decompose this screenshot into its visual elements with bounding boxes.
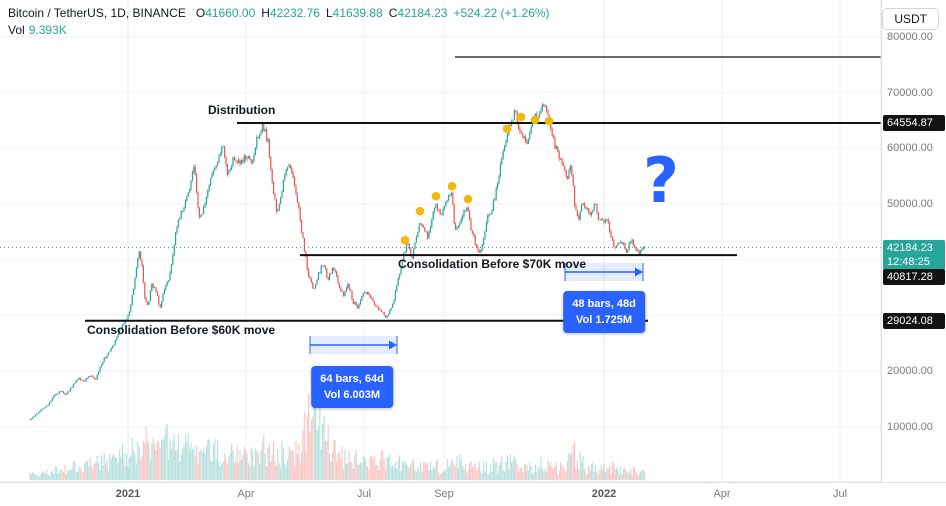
legend-main-row: Bitcoin / TetherUS, 1D, BINANCE O41660.00… bbox=[8, 5, 550, 22]
line-price-badge: 64554.87 bbox=[883, 114, 945, 131]
symbol-legend: Bitcoin / TetherUS, 1D, BINANCE O41660.00… bbox=[8, 5, 550, 39]
range-label-line: Vol 1.725M bbox=[575, 314, 633, 326]
close-value: 42184.23 bbox=[397, 6, 448, 20]
time-tick-label: Apr bbox=[713, 488, 731, 500]
swing-high-marker[interactable] bbox=[516, 112, 526, 122]
price-axis[interactable]: 80000.00 70000.00 60000.00 50000.00 20000.00… bbox=[881, 0, 946, 482]
volume-value: 9.393K bbox=[28, 23, 67, 37]
range-measurement-label[interactable]: 48 bars, 48d Vol 1.725M bbox=[563, 291, 645, 333]
open-value: 41660.00 bbox=[205, 6, 256, 20]
text-annotation[interactable]: Consolidation Before $70K move bbox=[398, 257, 587, 271]
bar-countdown-badge: 12:48:25 bbox=[883, 254, 945, 270]
range-measurement-label[interactable]: 64 bars, 64d Vol 6.003M bbox=[311, 366, 393, 408]
swing-high-marker[interactable] bbox=[400, 235, 410, 245]
swing-high-marker[interactable] bbox=[431, 191, 441, 201]
price-tick-label: 80000.00 bbox=[887, 30, 933, 43]
time-tick-label: Apr bbox=[237, 488, 255, 500]
line-price-badge: 29024.08 bbox=[883, 312, 945, 329]
price-tick-label: 60000.00 bbox=[887, 142, 933, 155]
volume-layer bbox=[29, 393, 646, 480]
question-mark-annotation[interactable]: ? bbox=[643, 144, 679, 217]
range-label-line: 64 bars, 64d bbox=[320, 373, 384, 385]
text-annotation[interactable]: Consolidation Before $60K move bbox=[87, 323, 276, 337]
change-value: +524.22 (+1.26%) bbox=[453, 6, 550, 20]
last-price-badge: 42184.23 bbox=[883, 239, 945, 256]
low-label: L bbox=[325, 6, 333, 20]
date-range-tool[interactable] bbox=[564, 263, 644, 281]
time-tick-label: Jul bbox=[832, 488, 848, 500]
price-tick-label: 20000.00 bbox=[887, 365, 933, 377]
price-tick-label: 70000.00 bbox=[887, 86, 933, 99]
swing-high-marker[interactable] bbox=[447, 181, 457, 191]
time-tick-label: Jul bbox=[356, 488, 372, 500]
swing-high-marker[interactable] bbox=[463, 194, 473, 204]
high-value: 42232.76 bbox=[269, 6, 320, 20]
time-tick-label: Sep bbox=[434, 488, 454, 500]
price-tick-label: 10000.00 bbox=[887, 420, 933, 433]
open-label: O bbox=[195, 6, 206, 20]
swing-high-marker[interactable] bbox=[502, 124, 512, 134]
time-tick-label: 2022 bbox=[591, 488, 617, 500]
swing-high-marker[interactable] bbox=[530, 115, 540, 125]
swing-high-marker[interactable] bbox=[544, 116, 554, 126]
currency-toggle-button[interactable]: USDT bbox=[882, 8, 939, 30]
range-label-line: 48 bars, 48d bbox=[572, 298, 636, 310]
high-label: H bbox=[261, 6, 270, 20]
legend-volume-row: Vol 9.393K bbox=[8, 22, 550, 39]
symbol-title[interactable]: Bitcoin / TetherUS, 1D, BINANCE bbox=[8, 6, 186, 20]
volume-bars-up bbox=[30, 397, 644, 480]
line-price-badge: 40817.28 bbox=[883, 269, 945, 285]
price-tick-label: 50000.00 bbox=[887, 197, 933, 210]
close-label: C bbox=[388, 6, 398, 20]
time-axis[interactable]: 2021 Apr Jul Sep 2022 Apr Jul bbox=[0, 482, 946, 506]
volume-label: Vol bbox=[8, 23, 25, 37]
time-tick-label: 2021 bbox=[115, 488, 141, 500]
range-label-line: Vol 6.003M bbox=[323, 389, 381, 401]
low-value: 41639.88 bbox=[332, 6, 383, 20]
swing-high-marker[interactable] bbox=[415, 206, 425, 216]
date-range-tool[interactable] bbox=[309, 336, 398, 354]
text-annotation[interactable]: Distribution bbox=[208, 103, 276, 117]
